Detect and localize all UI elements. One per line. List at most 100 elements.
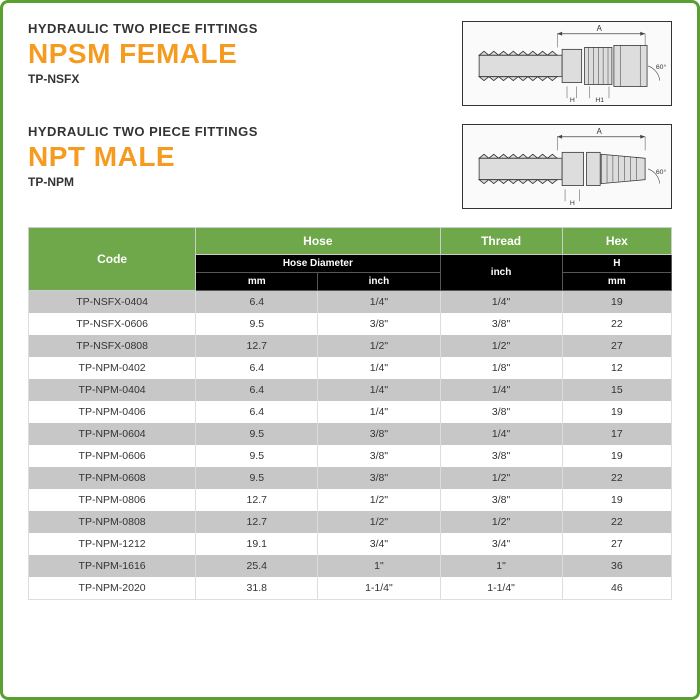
cell-inch: 3/8" [318,423,440,445]
spec-table: Code Hose Thread Hex Hose Diameter inch … [28,227,672,600]
diagram-npt-male: A [462,124,672,209]
cell-mm: 6.4 [196,357,318,379]
cell-inch: 3/4" [318,533,440,555]
cell-code: TP-NSFX-0606 [29,313,196,335]
cell-thread: 3/8" [440,313,562,335]
cell-inch: 1/4" [318,357,440,379]
cell-code: TP-NPM-1212 [29,533,196,555]
table-row: TP-NPM-06049.53/8"1/4"17 [29,423,672,445]
part-number: TP-NPM [28,175,462,189]
cell-thread: 1/2" [440,511,562,533]
svg-text:A: A [597,24,603,33]
th-hex-h: H [562,255,671,273]
cell-mm: 9.5 [196,467,318,489]
cell-inch: 1/4" [318,291,440,314]
cell-code: TP-NPM-0806 [29,489,196,511]
cell-mm: 19.1 [196,533,318,555]
category-label: HYDRAULIC TWO PIECE FITTINGS [28,124,462,139]
cell-thread: 3/8" [440,401,562,423]
part-number: TP-NSFX [28,72,462,86]
cell-hex: 19 [562,291,671,314]
cell-code: TP-NSFX-0404 [29,291,196,314]
cell-code: TP-NPM-0606 [29,445,196,467]
cell-hex: 19 [562,445,671,467]
cell-inch: 3/8" [318,445,440,467]
cell-inch: 1-1/4" [318,577,440,600]
table-row: TP-NSFX-04046.41/4"1/4"19 [29,291,672,314]
cell-hex: 19 [562,401,671,423]
cell-inch: 3/8" [318,313,440,335]
table-row: TP-NPM-080812.71/2"1/2"22 [29,511,672,533]
cell-inch: 3/8" [318,467,440,489]
category-label: HYDRAULIC TWO PIECE FITTINGS [28,21,462,36]
table-row: TP-NSFX-080812.71/2"1/2"27 [29,335,672,357]
cell-code: TP-NSFX-0808 [29,335,196,357]
cell-hex: 17 [562,423,671,445]
cell-hex: 15 [562,379,671,401]
cell-hex: 27 [562,335,671,357]
cell-mm: 25.4 [196,555,318,577]
cell-inch: 1/2" [318,511,440,533]
cell-thread: 3/4" [440,533,562,555]
cell-mm: 6.4 [196,401,318,423]
cell-code: TP-NPM-0406 [29,401,196,423]
svg-text:A: A [597,127,603,136]
cell-mm: 6.4 [196,379,318,401]
table-row: TP-NPM-06069.53/8"3/8"19 [29,445,672,467]
diagram-npsm-female: A [462,21,672,106]
cell-hex: 19 [562,489,671,511]
cell-hex: 36 [562,555,671,577]
cell-thread: 1/4" [440,423,562,445]
cell-hex: 46 [562,577,671,600]
product-title: NPT MALE [28,141,462,173]
table-row: TP-NPM-121219.13/4"3/4"27 [29,533,672,555]
svg-text:60°: 60° [656,168,667,176]
spec-table-container: Code Hose Thread Hex Hose Diameter inch … [28,227,672,600]
th-hex-mm: mm [562,273,671,291]
cell-thread: 1/4" [440,379,562,401]
th-code: Code [29,228,196,291]
table-row: TP-NPM-04046.41/4"1/4"15 [29,379,672,401]
th-hose-diameter: Hose Diameter [196,255,440,273]
cell-thread: 1/4" [440,291,562,314]
cell-thread: 3/8" [440,489,562,511]
th-mm: mm [196,273,318,291]
cell-code: TP-NPM-0404 [29,379,196,401]
cell-inch: 1/4" [318,379,440,401]
cell-thread: 1/8" [440,357,562,379]
cell-mm: 12.7 [196,511,318,533]
cell-mm: 9.5 [196,313,318,335]
cell-inch: 1/4" [318,401,440,423]
cell-mm: 9.5 [196,423,318,445]
table-row: TP-NPM-202031.81-1/4"1-1/4"46 [29,577,672,600]
svg-text:H1: H1 [595,97,604,104]
section-npt-male: HYDRAULIC TWO PIECE FITTINGS NPT MALE TP… [28,124,672,209]
table-row: TP-NPM-04066.41/4"3/8"19 [29,401,672,423]
th-hose: Hose [196,228,440,255]
cell-thread: 1/2" [440,335,562,357]
th-hex: Hex [562,228,671,255]
cell-inch: 1/2" [318,489,440,511]
th-thread-unit: inch [440,255,562,291]
cell-mm: 9.5 [196,445,318,467]
cell-hex: 22 [562,511,671,533]
table-row: TP-NSFX-06069.53/8"3/8"22 [29,313,672,335]
cell-hex: 22 [562,467,671,489]
cell-thread: 1/2" [440,467,562,489]
cell-code: TP-NPM-0608 [29,467,196,489]
cell-hex: 27 [562,533,671,555]
cell-mm: 6.4 [196,291,318,314]
cell-code: TP-NPM-0604 [29,423,196,445]
cell-thread: 3/8" [440,445,562,467]
cell-mm: 12.7 [196,335,318,357]
cell-thread: 1-1/4" [440,577,562,600]
cell-code: TP-NPM-2020 [29,577,196,600]
cell-code: TP-NPM-0402 [29,357,196,379]
th-inch: inch [318,273,440,291]
cell-mm: 31.8 [196,577,318,600]
table-row: TP-NPM-080612.71/2"3/8"19 [29,489,672,511]
product-title: NPSM FEMALE [28,38,462,70]
cell-thread: 1" [440,555,562,577]
table-row: TP-NPM-161625.41"1"36 [29,555,672,577]
cell-code: TP-NPM-1616 [29,555,196,577]
